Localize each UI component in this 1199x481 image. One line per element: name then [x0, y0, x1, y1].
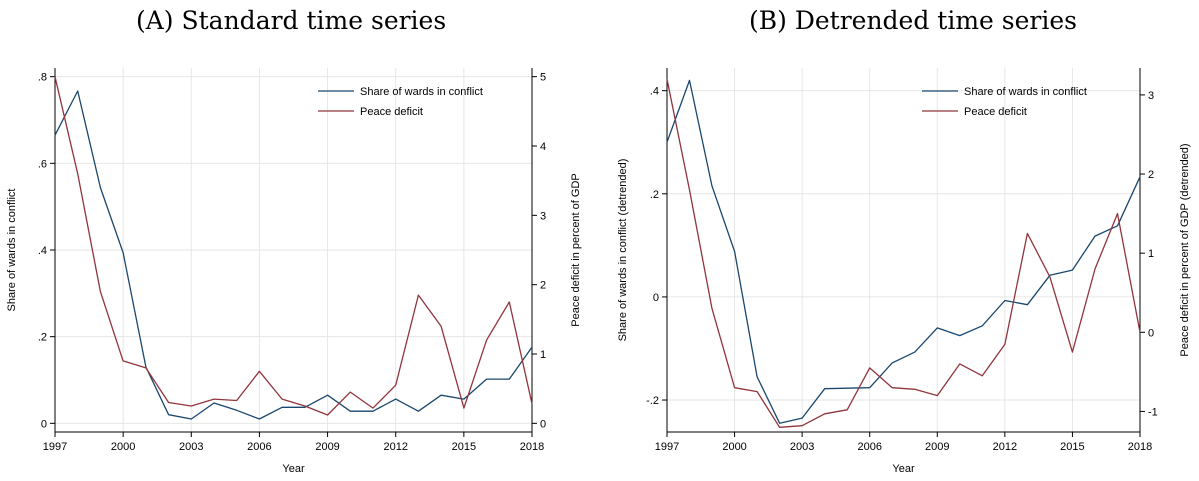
series-line-peace-deficit	[666, 78, 1141, 428]
y-tick-label-right: -1	[1148, 406, 1158, 418]
x-tick-label: 2015	[1060, 441, 1084, 453]
x-tick-label: 2012	[383, 441, 407, 453]
panel-a-title: (A) Standard time series	[136, 6, 447, 35]
x-tick-label: 2009	[315, 441, 339, 453]
x-tick-label: 2006	[857, 441, 881, 453]
x-axis-title: Year	[282, 463, 305, 475]
series-line-peace-deficit	[54, 76, 533, 416]
plot-area	[667, 68, 1140, 432]
y-tick-label-left: .8	[38, 72, 47, 84]
y-tick-label-left: -.2	[646, 395, 659, 407]
y-tick-label-right: 1	[540, 349, 546, 361]
y-tick-label-left: .4	[650, 86, 659, 98]
series-line-share-of-wards	[54, 90, 533, 420]
chart-panel-a: 0 .2 .4 .6 .8 0 1 2 3 4 5 1997 2000 2003 2006 2009 2012 2…	[6, 68, 582, 475]
y-tick-label-right: 2	[540, 280, 546, 292]
series-line-share-of-wards	[666, 79, 1141, 424]
y-axis-title-right: Peace deficit in percent of GDP (detrend…	[1179, 143, 1191, 356]
x-tick-label: 2015	[452, 441, 476, 453]
legend-label: Share of wards in conflict	[964, 86, 1087, 98]
y-tick-label-right: 3	[1148, 90, 1154, 102]
x-tick-label: 2000	[111, 441, 135, 453]
y-tick-label-right: 5	[540, 72, 546, 84]
y-tick-label-left: .6	[38, 158, 47, 170]
y-tick-label-right: 1	[1148, 248, 1154, 260]
legend-label: Peace deficit	[360, 106, 423, 118]
y-tick-label-left: 0	[653, 292, 659, 304]
y-axis-title-left: Share of wards in conflict (detrended)	[617, 159, 629, 342]
x-tick-label: 2006	[247, 441, 271, 453]
x-axis-title: Year	[892, 463, 915, 475]
x-tick-label: 2012	[993, 441, 1017, 453]
x-tick-label: 1997	[43, 441, 67, 453]
y-tick-label-left: 0	[41, 418, 47, 430]
x-tick-label: 2000	[722, 441, 746, 453]
y-axis-title-right: Peace deficit in percent of GDP	[570, 173, 582, 326]
x-tick-label: 2018	[520, 441, 544, 453]
chart-panel-b: -.2 0 .2 .4 -1 0 1 2 3 1997 2000 2003 2006 2009 2012 20…	[617, 68, 1191, 475]
legend-label: Share of wards in conflict	[360, 86, 483, 98]
x-tick-label: 2003	[179, 441, 203, 453]
y-tick-label-right: 4	[540, 141, 546, 153]
x-tick-label: 2003	[790, 441, 814, 453]
panel-b-title: (B) Detrended time series	[749, 6, 1077, 35]
y-tick-label-right: 2	[1148, 169, 1154, 181]
y-tick-label-left: .4	[38, 245, 47, 257]
x-tick-label: 2009	[925, 441, 949, 453]
y-tick-label-right: 3	[540, 210, 546, 222]
y-tick-label-right: 0	[540, 418, 546, 430]
y-tick-label-left: .2	[650, 189, 659, 201]
x-tick-label: 1997	[655, 441, 679, 453]
y-axis-title-left: Share of wards in conflict	[6, 189, 18, 312]
legend-label: Peace deficit	[964, 106, 1027, 118]
y-tick-label-right: 0	[1148, 327, 1154, 339]
y-tick-label-left: .2	[38, 332, 47, 344]
x-tick-label: 2018	[1128, 441, 1152, 453]
